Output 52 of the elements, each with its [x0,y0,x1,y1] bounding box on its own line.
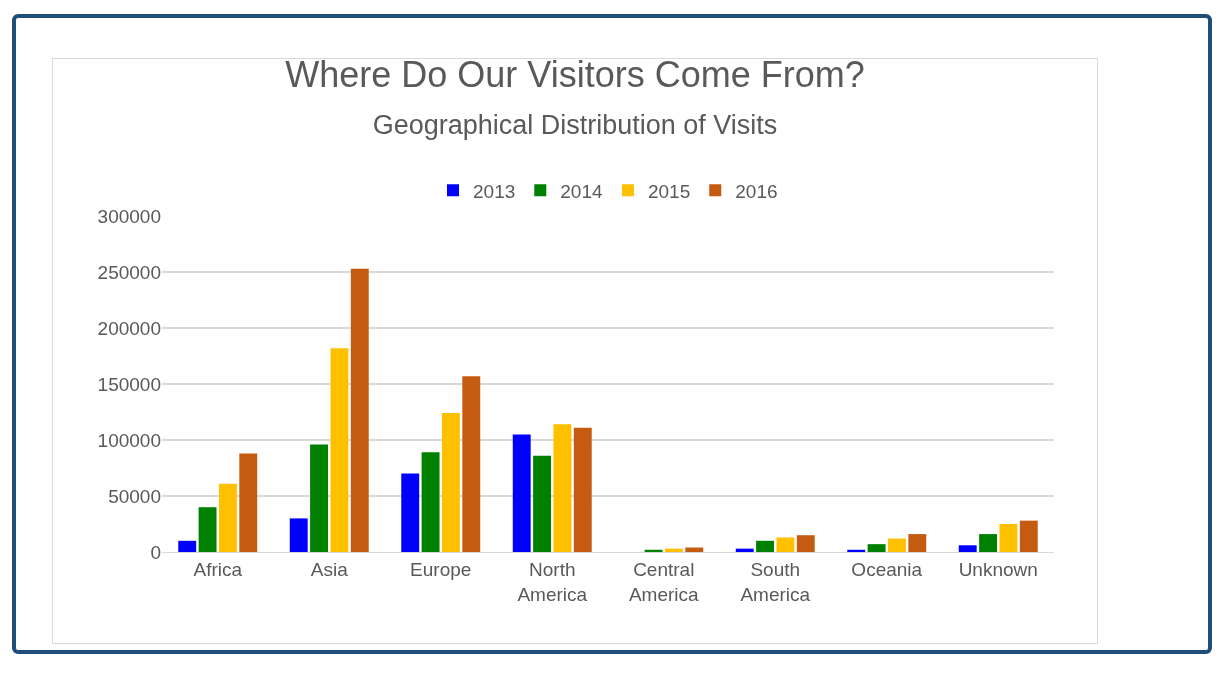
bar [979,534,998,552]
legend-label: 2015 [647,180,691,202]
bar [330,348,349,552]
bar [198,507,217,552]
bar [239,453,258,552]
bar [289,518,308,552]
x-tick-label: Asia [310,558,349,580]
bar [350,268,369,552]
bar [512,434,531,552]
bar [867,544,886,552]
bar [847,549,866,552]
bar [958,545,977,552]
y-tick-label: 0 [150,541,161,563]
bar [441,413,460,552]
bar [644,549,663,552]
y-tick-label: 250000 [97,261,161,283]
bar [421,452,440,552]
legend-label: 2014 [560,180,603,202]
legend-label: 2016 [735,180,778,202]
bar [462,376,481,552]
x-tick-label: Africa [193,558,243,580]
x-tick-label: Central America [628,558,700,605]
y-tick-label: 200000 [97,317,161,339]
bar [776,537,795,552]
bar [573,427,592,552]
bar [218,483,237,552]
y-tick-label: 300000 [97,205,161,227]
bar [310,444,329,552]
x-tick-label: Unknown [958,558,1038,580]
legend-label: 2013 [473,180,516,202]
chart-subtitle: Geographical Distribution of Visits [372,110,778,141]
bar [908,534,927,552]
x-tick-label: North America [517,558,588,605]
chart-title: Where Do Our Visitors Come From? [285,54,865,96]
x-tick-label: Europe [410,558,472,580]
bar [1019,520,1038,552]
bar [756,540,775,552]
bar [887,538,906,552]
x-tick-label: Oceania [851,558,923,580]
bar [685,547,704,552]
y-tick-label: 100000 [97,429,161,451]
bar [178,540,197,552]
bar [533,455,552,552]
bar [796,535,815,552]
y-tick-label: 50000 [108,485,161,507]
y-tick-label: 150000 [97,373,161,395]
bar [735,548,754,552]
bar [664,548,683,552]
bar [553,424,572,552]
bar [401,473,420,552]
bar [999,524,1018,552]
x-tick-label: South America [740,558,811,605]
